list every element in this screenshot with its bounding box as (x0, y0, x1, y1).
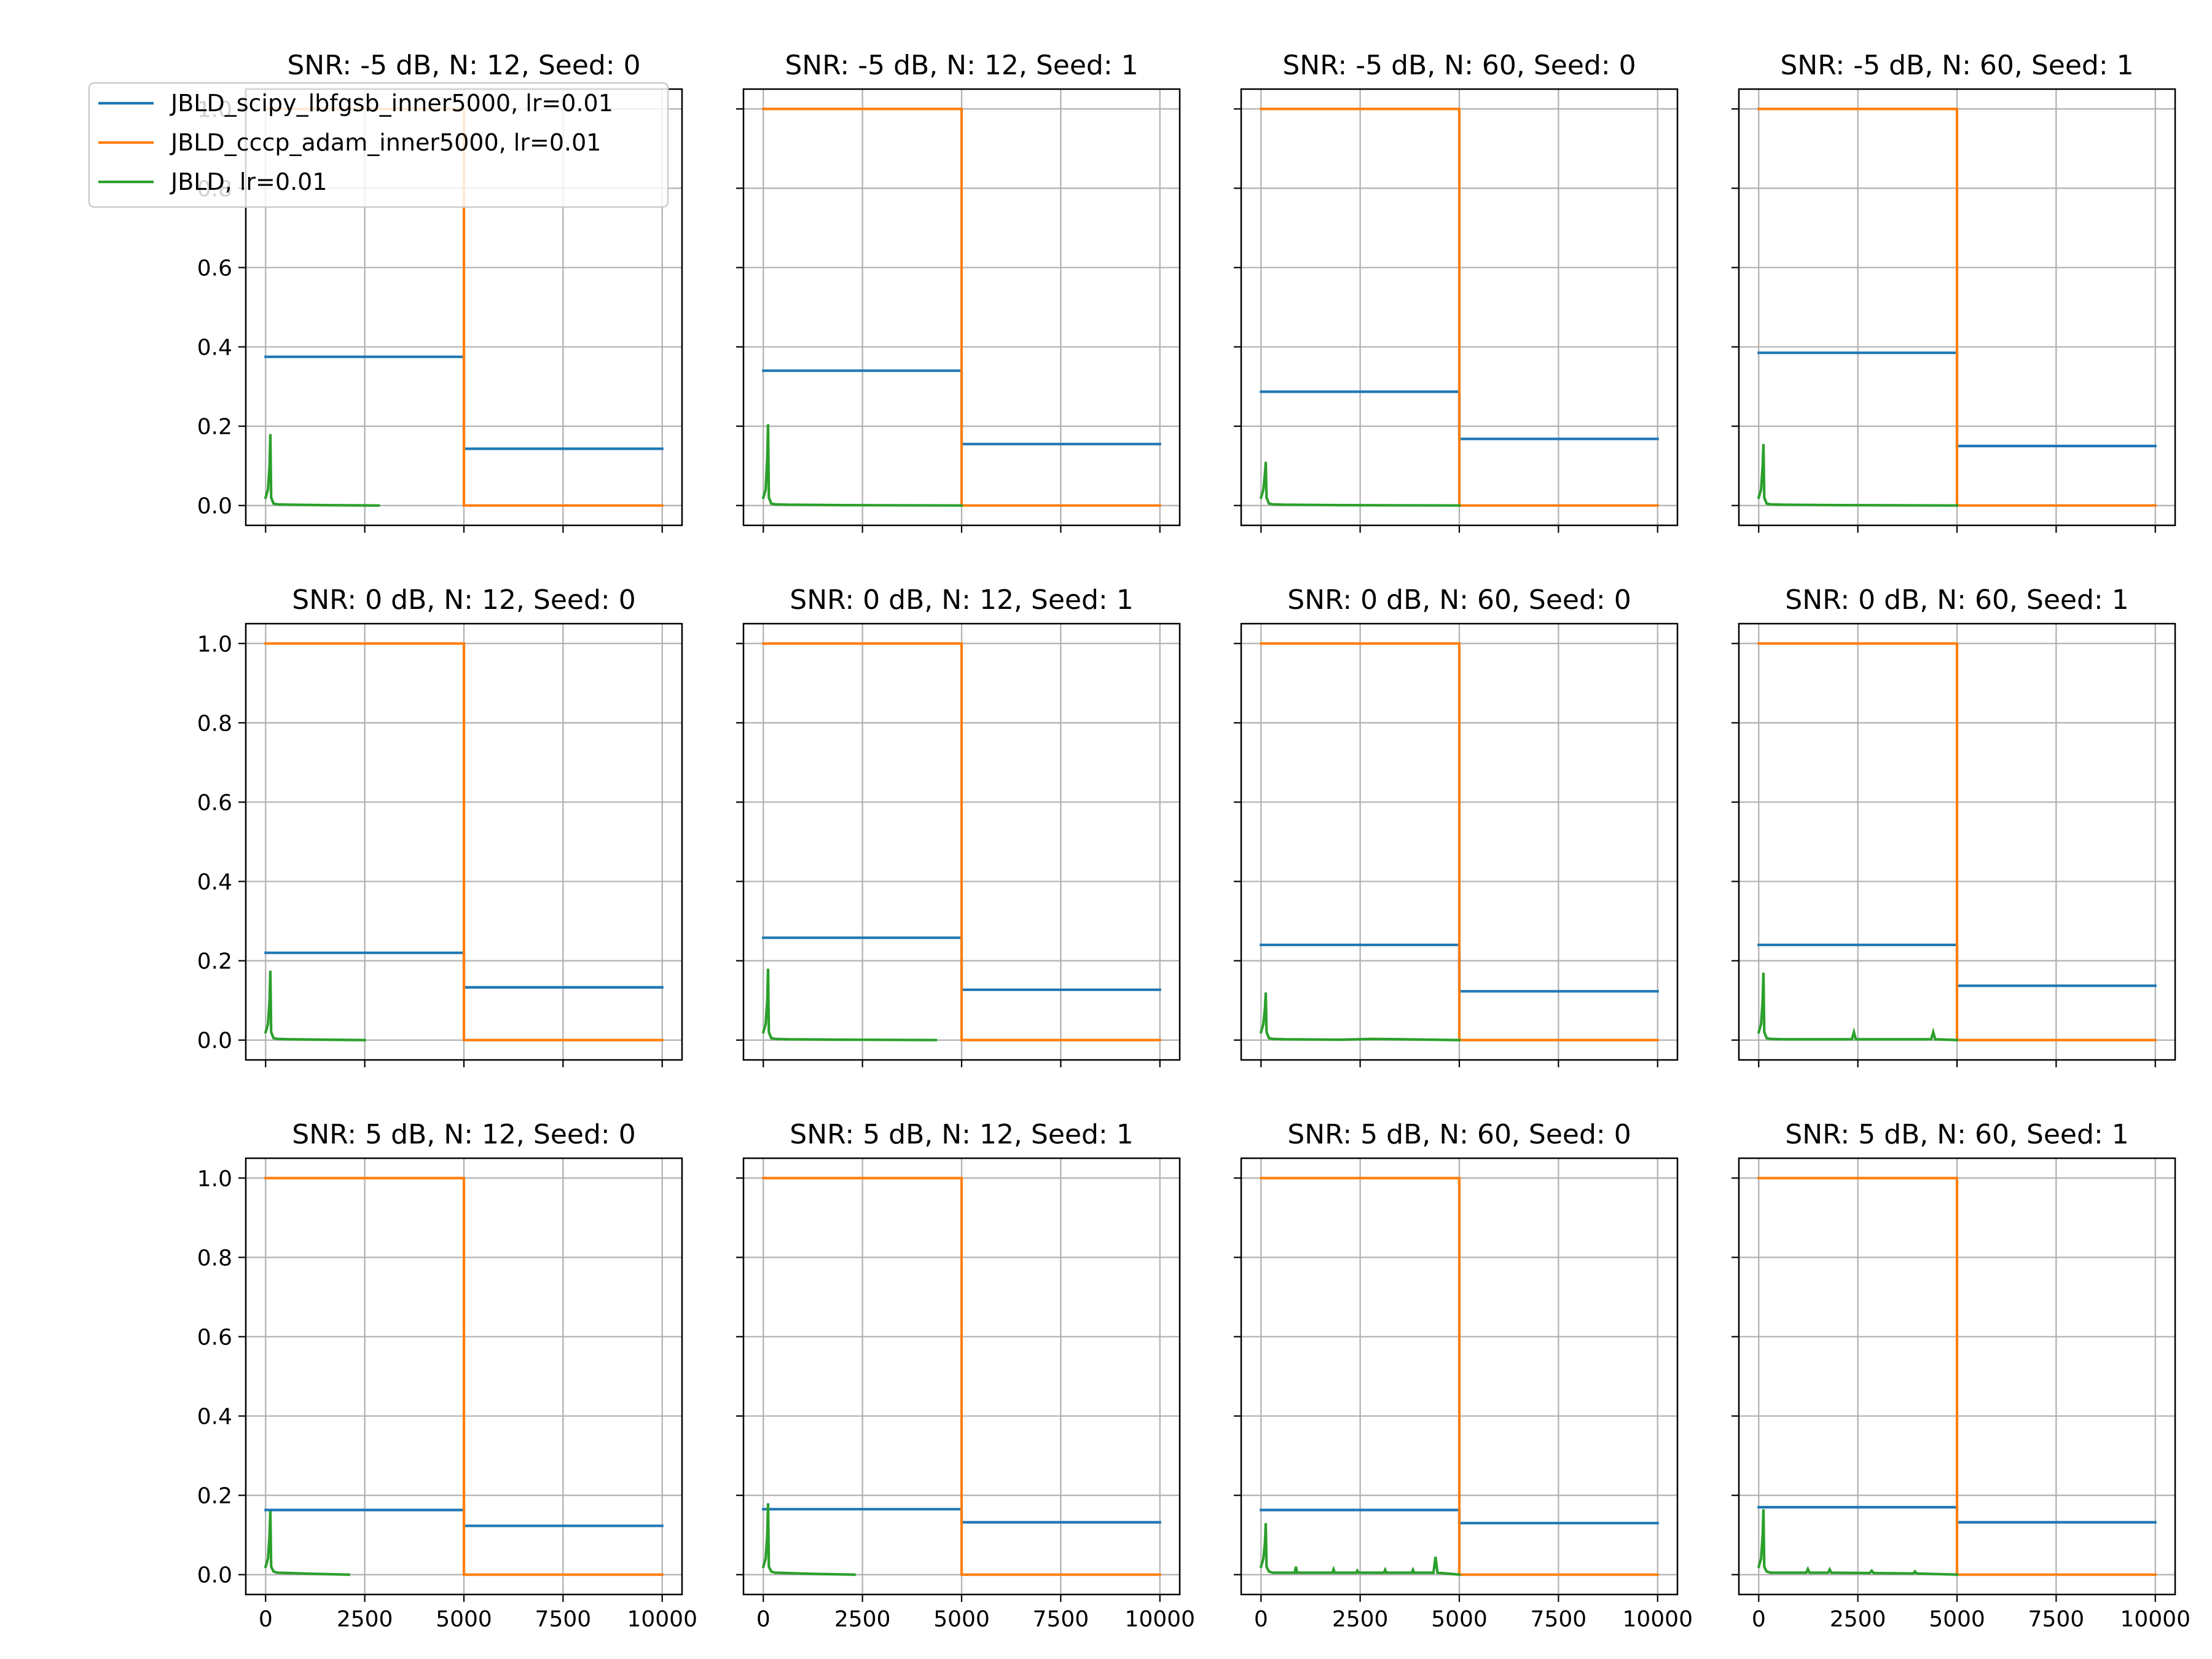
subplot: SNR: -5 dB, N: 60, Seed: 0 (1234, 50, 1679, 533)
x-tick-label: 5000 (1431, 1607, 1488, 1632)
series-line (761, 424, 963, 507)
x-tick-label: 2500 (834, 1607, 891, 1632)
subplot: SNR: 0 dB, N: 12, Seed: 1 (736, 584, 1181, 1067)
y-tick-label: 0.2 (197, 1484, 232, 1509)
x-tick-label: 2500 (337, 1607, 393, 1632)
y-tick-label: 1.0 (197, 1166, 232, 1191)
subplot-title: SNR: -5 dB, N: 60, Seed: 0 (1282, 50, 1636, 81)
series-line (1260, 1177, 1659, 1576)
y-tick-label: 0.0 (197, 1563, 232, 1588)
subplot: SNR: -5 dB, N: 12, Seed: 1 (736, 50, 1181, 533)
y-tick-label: 0.4 (197, 335, 232, 361)
series-line (264, 434, 380, 507)
x-tick-label: 2500 (1332, 1607, 1389, 1632)
y-tick-label: 0.2 (197, 415, 232, 440)
subplot-title: SNR: 5 dB, N: 60, Seed: 0 (1287, 1119, 1631, 1150)
series-line (264, 970, 366, 1041)
subplot-title: SNR: 0 dB, N: 12, Seed: 0 (292, 584, 635, 616)
y-tick-label: 0.4 (197, 870, 232, 895)
series-line (1259, 461, 1461, 507)
subplot: SNR: 0 dB, N: 60, Seed: 1 (1732, 584, 2176, 1067)
subplot-title: SNR: 0 dB, N: 60, Seed: 0 (1287, 584, 1631, 616)
series-line (1259, 992, 1461, 1041)
subplot: 0.0 0.2 0.4 0.6 0.8 1.0 SNR: 0 dB, N: 12, Seed… (197, 584, 683, 1067)
series-line (761, 1503, 856, 1576)
x-tick-label: 2500 (1830, 1607, 1886, 1632)
subplot: 0 2500 5000 7500 10000 0.0 0.2 0.4 0.6 0.8 1.0 SNR:… (197, 1119, 697, 1632)
y-tick-label: 0.0 (197, 1029, 232, 1054)
y-tick-label: 0.8 (197, 1245, 232, 1271)
legend: JBLD_scipy_lbfgsb_inner5000, lr=0.01 JBLD… (88, 82, 669, 208)
series-line (264, 1177, 664, 1576)
x-tick-label: 5000 (436, 1607, 492, 1632)
legend-label: JBLD_scipy_lbfgsb_inner5000, lr=0.01 (170, 90, 613, 117)
y-tick-label: 0.6 (197, 256, 232, 281)
series-line (762, 642, 1161, 1041)
y-tick-label: 1.0 (197, 632, 232, 657)
y-tick-label: 0.2 (197, 949, 232, 975)
series-line (761, 968, 938, 1041)
y-tick-label: 0.6 (197, 1325, 232, 1350)
series-line (1259, 1523, 1461, 1576)
subplot-title: SNR: -5 dB, N: 60, Seed: 1 (1780, 50, 2133, 81)
subplot: SNR: -5 dB, N: 60, Seed: 1 (1732, 50, 2176, 533)
x-tick-label: 7500 (2028, 1607, 2085, 1632)
x-tick-label: 0 (756, 1607, 771, 1632)
series-line (1260, 642, 1659, 1041)
x-tick-label: 10000 (1622, 1607, 1693, 1632)
series-line (1757, 1177, 2157, 1576)
series-line (1757, 1509, 1959, 1576)
subplot: SNR: 0 dB, N: 60, Seed: 0 (1234, 584, 1679, 1067)
x-tick-label: 7500 (1033, 1607, 1089, 1632)
series-line (1757, 972, 1959, 1041)
x-tick-label: 7500 (1531, 1607, 1587, 1632)
x-tick-label: 0 (1254, 1607, 1268, 1632)
series-line (1757, 108, 2157, 507)
series-line (762, 108, 1161, 507)
x-tick-label: 7500 (535, 1607, 592, 1632)
subplot-title: SNR: 0 dB, N: 12, Seed: 1 (790, 584, 1133, 616)
subplot: 0 2500 5000 7500 10000 SNR: 5 dB, N: 60, Seed… (1234, 1119, 1693, 1632)
series-line (264, 1511, 350, 1576)
series-line (1757, 444, 1959, 507)
x-tick-label: 10000 (1124, 1607, 1195, 1632)
subplot: 0 2500 5000 7500 10000 SNR: 5 dB, N: 12, Seed… (736, 1119, 1195, 1632)
x-tick-label: 5000 (1929, 1607, 1985, 1632)
y-tick-label: 0.0 (197, 494, 232, 519)
legend-label: JBLD_cccp_adam_inner5000, lr=0.01 (170, 129, 601, 156)
x-tick-label: 0 (1752, 1607, 1766, 1632)
subplot-title: SNR: 5 dB, N: 12, Seed: 1 (790, 1119, 1133, 1150)
y-tick-label: 0.4 (197, 1405, 232, 1430)
x-tick-label: 10000 (627, 1607, 697, 1632)
y-tick-label: 0.8 (197, 711, 232, 736)
subplot-title: SNR: 5 dB, N: 60, Seed: 1 (1785, 1119, 2128, 1150)
subplot: 0 2500 5000 7500 10000 SNR: 5 dB, N: 60, Seed… (1732, 1119, 2190, 1632)
legend-box (88, 82, 669, 208)
series-line (264, 642, 664, 1041)
y-tick-label: 0.6 (197, 790, 232, 815)
subplot-title: SNR: -5 dB, N: 12, Seed: 1 (785, 50, 1138, 81)
x-tick-label: 5000 (933, 1607, 990, 1632)
legend-label: JBLD, lr=0.01 (170, 168, 327, 195)
series-line (1260, 108, 1659, 507)
x-tick-label: 0 (259, 1607, 273, 1632)
subplot-title: SNR: -5 dB, N: 12, Seed: 0 (287, 50, 640, 81)
x-tick-label: 10000 (2120, 1607, 2190, 1632)
series-line (1757, 642, 2157, 1041)
subplot-title: SNR: 0 dB, N: 60, Seed: 1 (1785, 584, 2128, 616)
subplot-title: SNR: 5 dB, N: 12, Seed: 0 (292, 1119, 635, 1150)
series-line (762, 1177, 1161, 1576)
